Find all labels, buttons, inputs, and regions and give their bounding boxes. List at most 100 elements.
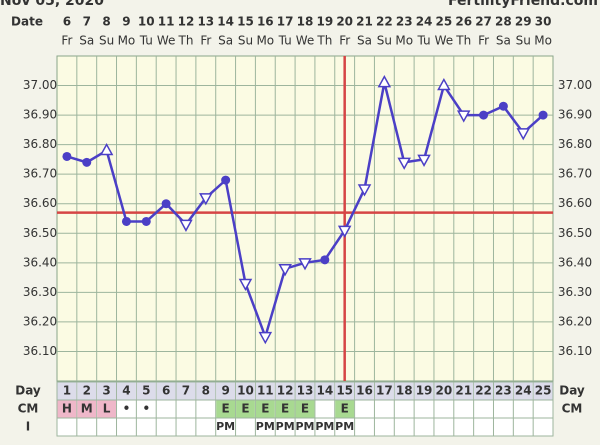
cm-cell [97,400,117,418]
cm-cell [335,400,355,418]
temperature-point [357,184,372,197]
weekday-label: Sa [218,34,233,48]
date-label: 10 [138,15,155,29]
cycle-day: 9 [221,384,229,398]
cycle-day: 2 [83,384,91,398]
temperature-point [99,142,114,156]
day-cell [474,382,493,400]
intercourse: PM [315,420,334,433]
day-cell [236,382,255,400]
y-tick-label: 36.70 [558,167,592,181]
date-label: 14 [217,15,234,29]
y-tick-label: 36.90 [23,108,57,122]
cm-value: • [142,402,150,416]
weekday-label: Sa [79,34,94,48]
date-label: 15 [237,15,254,29]
cycle-day: 3 [102,384,110,398]
cycle-day: 24 [515,384,532,398]
temperature-point [417,154,431,167]
temperature-point [238,278,253,292]
cycle-day: 13 [297,384,314,398]
temperature-point [456,110,471,123]
cycle-day: 22 [475,384,492,398]
cycle-day: 6 [162,384,170,398]
cm-cell [77,400,97,418]
date-label: 9 [122,15,130,29]
weekday-label: Su [377,34,392,48]
y-tick-label: 36.10 [558,344,592,358]
cm-cell [216,400,236,418]
date-label: 22 [376,15,393,29]
weekday-label: Th [177,34,193,48]
y-tick-label: 36.20 [23,314,57,328]
day-cell [156,382,176,400]
day-cell [434,382,454,400]
cm-value: E [222,402,230,416]
intercourse: PM [295,420,314,433]
date-label: 6 [63,15,71,29]
day-cell [117,382,136,400]
weekday-label: Sa [357,34,372,48]
day-cell [335,382,355,400]
intercourse: PM [335,420,354,433]
temperature-point [62,151,72,161]
cm-cell [295,400,315,418]
y-tick-label: 36.10 [23,344,57,358]
weekday-label: Tu [416,34,430,48]
weekday-label: We [296,34,315,48]
temperature-point [498,101,508,111]
date-label: 20 [336,15,353,29]
date-label: 18 [297,15,314,29]
cycle-day: 4 [122,384,130,398]
weekday-label: Sa [496,34,511,48]
date-label: 24 [416,15,433,29]
cm-value: H [62,402,72,416]
temperature-point [320,255,330,265]
y-tick-label: 36.30 [558,285,592,299]
y-tick-label: 36.80 [558,137,592,151]
day-cell [533,382,553,400]
day-cell [176,382,196,400]
row-label: I [26,420,30,434]
temperature-point [221,175,231,185]
temperature-point [516,128,531,141]
cycle-day: 8 [202,384,210,398]
weekday-label: Tu [139,34,153,48]
cm-cell [275,400,295,418]
cycle-day: 5 [142,384,150,398]
weekday-label: Fr [61,34,72,48]
cycle-day: 19 [416,384,433,398]
temperature-point [258,331,273,345]
cycle-day: 1 [63,384,71,398]
date-label: 7 [83,15,91,29]
cycle-day: 12 [277,384,294,398]
day-cell [315,382,335,400]
cm-value: E [241,402,249,416]
y-tick-label: 37.00 [23,78,57,92]
day-cell [513,382,533,400]
y-tick-label: 36.80 [23,137,57,151]
y-tick-label: 36.60 [558,196,592,210]
y-tick-label: 36.40 [23,255,57,269]
y-tick-label: 36.60 [23,196,57,210]
weekday-label: Mo [534,34,552,48]
temperature-point [397,157,411,170]
day-cell [136,382,156,400]
date-label: 19 [316,15,333,29]
temperature-point [141,216,151,226]
date-label: 16 [257,15,274,29]
cycle-day: 25 [535,384,552,398]
day-cell [97,382,117,400]
temperature-point [298,258,312,271]
y-tick-label: 37.00 [558,78,592,92]
weekday-label: Mo [118,34,136,48]
date-label: 30 [535,15,552,29]
site-name: FertilityFriend.com [448,0,598,9]
day-cell [355,382,374,400]
day-cell [493,382,513,400]
date-label: 8 [102,15,110,29]
temperature-point [479,110,489,120]
y-tick-label: 36.50 [558,226,592,240]
row-label: CM [18,402,39,416]
cm-cell [236,400,255,418]
